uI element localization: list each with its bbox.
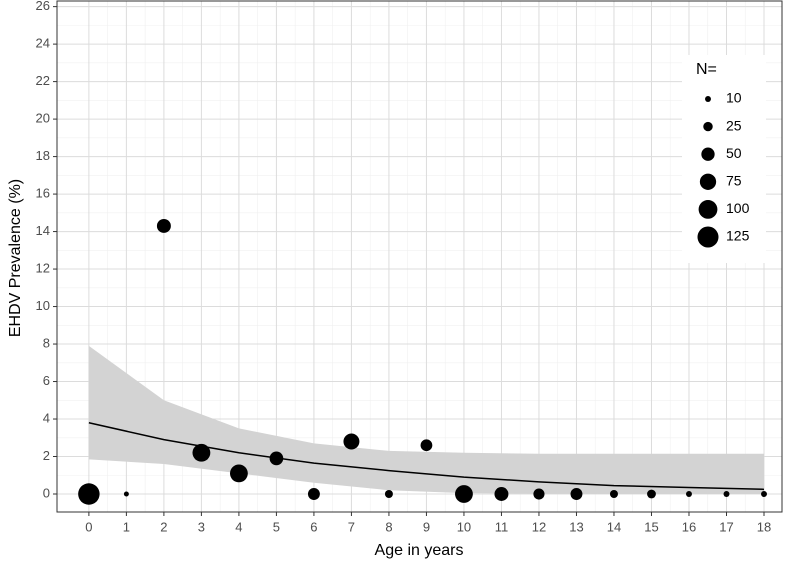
legend-label: 10: [726, 90, 742, 106]
point: [123, 491, 129, 497]
legend-background: [682, 55, 766, 263]
y-tick-label: 14: [36, 223, 50, 238]
point: [494, 487, 509, 501]
legend-symbol: [703, 121, 713, 132]
point: [343, 433, 360, 450]
point: [686, 491, 692, 497]
y-axis-title: EHDV Prevalence (%): [7, 179, 24, 337]
point: [533, 488, 545, 500]
x-tick-label: 12: [532, 519, 546, 534]
x-axis-title: Age in years: [375, 542, 464, 559]
legend-label: 75: [726, 173, 742, 189]
x-tick-label: 16: [682, 519, 696, 534]
x-tick-label: 0: [85, 519, 92, 534]
plot-border: [56, 0, 783, 513]
x-tick-label: 1: [123, 519, 130, 534]
point: [420, 439, 433, 452]
x-tick-label: 4: [235, 519, 242, 534]
point: [192, 443, 211, 462]
legend-symbol: [699, 173, 717, 190]
y-tick-label: 18: [36, 148, 50, 163]
x-tick-label: 6: [310, 519, 317, 534]
y-tick-label: 8: [43, 335, 50, 350]
point: [455, 485, 473, 503]
y-tick-label: 0: [43, 485, 50, 500]
x-tick-label: 2: [160, 519, 167, 534]
legend-label: 125: [726, 228, 750, 244]
x-tick-label: 14: [607, 519, 621, 534]
point: [78, 483, 100, 505]
y-tick-label: 20: [36, 111, 50, 126]
point: [609, 490, 618, 498]
x-tick-label: 8: [385, 519, 392, 534]
x-tick-label: 13: [569, 519, 583, 534]
legend-label: 50: [726, 145, 742, 161]
y-tick-label: 22: [36, 73, 50, 88]
x-tick-label: 18: [757, 519, 771, 534]
y-tick-label: 26: [36, 0, 50, 13]
x-tick-label: 5: [273, 519, 280, 534]
legend-title: N=: [696, 61, 717, 78]
legend-symbol: [705, 96, 711, 102]
point: [723, 491, 730, 497]
confidence-band: [88, 345, 764, 495]
x-tick-label: 7: [348, 519, 355, 534]
point: [384, 490, 393, 498]
point: [761, 491, 767, 497]
y-tick-label: 4: [43, 410, 50, 425]
x-tick-label: 15: [644, 519, 658, 534]
point: [307, 488, 320, 500]
x-tick-label: 17: [719, 519, 733, 534]
x-tick-label: 11: [495, 519, 509, 534]
legend-label: 25: [726, 117, 742, 133]
y-tick-label: 16: [36, 186, 50, 201]
y-tick-label: 12: [36, 260, 50, 275]
y-tick-label: 6: [43, 373, 50, 388]
point: [647, 489, 656, 499]
legend-symbol: [698, 200, 718, 219]
x-tick-label: 9: [423, 519, 430, 534]
point: [156, 218, 171, 233]
legend-symbol: [697, 226, 719, 248]
y-tick-label: 2: [43, 448, 50, 463]
y-tick-label: 10: [36, 298, 50, 313]
point: [229, 464, 248, 483]
y-tick-label: 24: [36, 36, 50, 51]
point: [269, 451, 284, 466]
point: [570, 488, 583, 500]
legend-label: 100: [726, 200, 750, 216]
legend-symbol: [701, 147, 715, 161]
x-tick-label: 10: [457, 519, 471, 534]
x-tick-label: 3: [198, 519, 205, 534]
